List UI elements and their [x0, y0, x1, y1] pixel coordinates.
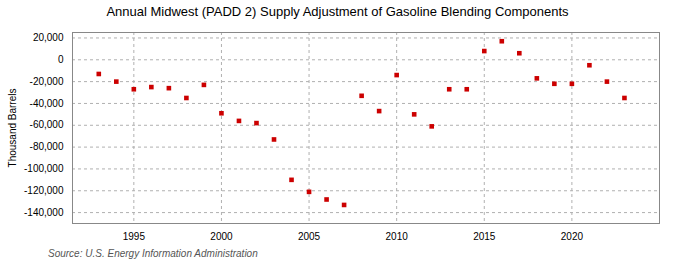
svg-text:-140,000: -140,000 — [24, 207, 64, 218]
svg-text:20,000: 20,000 — [33, 32, 64, 43]
svg-text:2005: 2005 — [298, 231, 321, 242]
svg-text:1995: 1995 — [123, 231, 146, 242]
svg-text:-100,000: -100,000 — [24, 163, 64, 174]
svg-text:-80,000: -80,000 — [30, 141, 64, 152]
svg-text:2000: 2000 — [210, 231, 233, 242]
svg-text:2015: 2015 — [473, 231, 496, 242]
svg-text:-120,000: -120,000 — [24, 185, 64, 196]
svg-text:-40,000: -40,000 — [30, 98, 64, 109]
html-text:Source: U.S. Energy Informatio: Source: U.S. Energy Information Administ… — [48, 248, 258, 259]
svg-text:0: 0 — [58, 54, 64, 65]
svg-text:-20,000: -20,000 — [30, 76, 64, 87]
svg-text:2010: 2010 — [386, 231, 409, 242]
svg-text:-60,000: -60,000 — [30, 119, 64, 130]
svg-text:Thousand Barrels: Thousand Barrels — [7, 89, 18, 168]
html-text:Annual Midwest (PADD 2) Supply: Annual Midwest (PADD 2) Supply Adjustmen… — [106, 4, 569, 19]
svg-text:2020: 2020 — [561, 231, 584, 242]
